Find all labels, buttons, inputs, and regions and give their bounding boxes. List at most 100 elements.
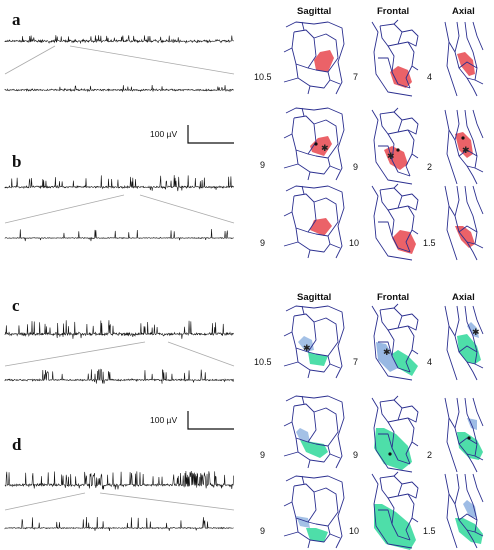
atlas-top-frontal-1 [371, 19, 419, 97]
atlas-top-frontal-2-outline-d [397, 129, 415, 177]
zoom-line-c-left [4, 341, 146, 367]
atlas-top-sagittal-2-outline-g [307, 171, 311, 181]
trace-b-full [4, 175, 234, 192]
atlas-top-frontal-2-outline-h [393, 107, 399, 113]
atlas-top-frontal-1-outline-a [371, 21, 413, 97]
atlas-top-frontal-1-outline-g [411, 65, 419, 71]
zoom-line-d-left [4, 492, 86, 511]
panel-label-d: d [12, 435, 22, 454]
atlas-top-sagittal-3-region-0 [310, 218, 332, 236]
atlas-bot-frontal-3 [371, 471, 419, 550]
atlas-bot-axial-3-outline-c [464, 473, 478, 533]
atlas-top-sagittal-1-outline-b [291, 29, 317, 69]
atlas-bot-sagittal-2-region-0 [300, 440, 328, 458]
atlas-bot-sagittal-3 [283, 475, 345, 549]
atlas-top-axial-1-outline-c [464, 21, 478, 81]
trace-a-zoom [4, 85, 234, 93]
slice-num-top-fro-2: 9 [353, 162, 358, 172]
atlas-bot-axial-3-region-0 [455, 518, 483, 544]
atlas-bot-axial-2-outline-e [458, 437, 478, 445]
atlas-top-sagittal-3-outline-i [301, 185, 305, 195]
slice-num-bot-sag-1: 10.5 [254, 357, 272, 367]
slice-num-top-axi-2: 2 [427, 162, 432, 172]
atlas-bot-frontal-1-marker-star: ✱ [383, 348, 391, 358]
panel-label-c: c [12, 296, 20, 315]
atlas-bot-frontal-2-outline-e [401, 405, 419, 423]
atlas-top-frontal-2-outline-g [411, 153, 419, 159]
atlas-bot-axial-3 [444, 473, 484, 549]
atlas-top-sagittal-1-outline-d [295, 63, 331, 89]
atlas-top-frontal-3-outline-g [411, 229, 419, 235]
atlas-top-axial-2-marker-dot [461, 136, 465, 140]
atlas-bot-axial-3-outline-d [472, 473, 484, 503]
atlas-top-frontal-3-outline-f [378, 221, 393, 237]
atlas-top-sagittal-3-outline-g [307, 249, 311, 259]
trace-d-zoom [4, 517, 234, 532]
atlas-top-sagittal-1-outline-c [307, 33, 339, 73]
atlas-bot-frontal-1-outline-d [397, 325, 415, 373]
slice-num-top-fro-3: 10 [349, 238, 359, 248]
atlas-bot-frontal-2-outline-g [411, 441, 419, 447]
atlas-bot-sagittal-1-outline-d [295, 347, 331, 373]
atlas-bot-frontal-2-outline-d [397, 417, 415, 465]
atlas-top-axial-3-outline-e [458, 225, 478, 233]
slice-num-top-sag-1: 10.5 [254, 72, 272, 82]
atlas-top-frontal-3-outline-h [393, 183, 399, 189]
atlas-top-frontal-1-outline-f [378, 57, 393, 73]
atlas-bot-frontal-1-outline-h [393, 303, 399, 309]
atlas-top-frontal-3-outline-b [379, 187, 403, 211]
atlas-top-frontal-2-outline-a [371, 109, 413, 185]
atlas-bot-frontal-3-outline-a [371, 473, 413, 549]
atlas-top-sagittal-3-outline-h [329, 243, 341, 249]
atlas-bot-axial-1-outline-d [472, 305, 484, 335]
atlas-top-axial-2-outline-d [472, 109, 484, 139]
trace-d-full [4, 470, 234, 490]
atlas-top-sagittal-1-outline-f [283, 77, 299, 83]
atlas-bot-frontal-3-outline-g [411, 517, 419, 523]
panel-label-b: b [12, 152, 21, 171]
atlas-bot-sagittal-1-region-1 [298, 336, 314, 352]
atlas-bot-sagittal-3-outline-h [329, 533, 341, 539]
atlas-top-frontal-2-outline-b [379, 111, 403, 135]
atlas-bot-sagittal-3-outline-d [295, 517, 331, 543]
slice-num-bot-axi-2: 2 [427, 450, 432, 460]
atlas-slices: ✱ ✱ ✱ ✱ ✱ ✱ [283, 19, 484, 550]
atlas-bot-sagittal-2-outline-h [329, 453, 341, 459]
atlas-bot-axial-1-outline-e [458, 345, 478, 353]
atlas-top-sagittal-2-outline-e [283, 133, 293, 139]
atlas-top-axial-2-outline-a [444, 109, 458, 185]
zoom-line-a-right [69, 45, 235, 75]
atlas-bot-frontal-1-outline-e [401, 313, 419, 331]
atlas-top-sagittal-2-outline-i [301, 107, 305, 117]
atlas-bot-frontal-3-outline-d [397, 493, 415, 541]
atlas-top-sagittal-2-outline-f [283, 163, 299, 169]
slice-num-bot-axi-1: 4 [427, 357, 432, 367]
scale-bar-bottom-label: 100 µV [150, 415, 177, 425]
slice-num-top-sag-2: 9 [260, 160, 265, 170]
atlas-top-axial-3-outline-f [448, 205, 456, 217]
atlas-bot-frontal-1-outline-f [378, 341, 393, 357]
atlas-top-axial-1-outline-g [466, 77, 484, 85]
atlas-bot-axial-2-outline-g [466, 453, 484, 461]
slice-num-bot-sag-3: 9 [260, 526, 265, 536]
atlas-bot-axial-1-outline-a [444, 305, 458, 381]
atlas-top-axial-3-outline-g [466, 241, 484, 249]
atlas-top-sagittal-2-outline-d [295, 149, 331, 175]
atlas-bot-sagittal-2 [283, 395, 345, 469]
atlas-bot-sagittal-3-outline-g [307, 539, 311, 549]
atlas-top-sagittal-3 [283, 185, 345, 259]
atlas-top-sagittal-1-region-0 [314, 50, 334, 72]
atlas-bot-sagittal-3-outline-f [283, 531, 299, 537]
atlas-top-sagittal-2-marker-dot [314, 142, 318, 146]
zoom-line-c-right [167, 341, 235, 367]
atlas-bot-sagittal-2-outline-d [295, 437, 331, 463]
atlas-bot-frontal-1-region-0 [376, 342, 398, 372]
atlas-top-frontal-3-outline-d [397, 205, 415, 253]
trace-a-full [4, 35, 234, 45]
atlas-bot-sagittal-2-outline-e [283, 421, 293, 427]
atlas-top-axial-2-outline-g [466, 165, 484, 173]
atlas-bot-frontal-3-outline-e [401, 481, 419, 499]
atlas-top-axial-2-outline-c [464, 109, 478, 169]
atlas-top-sagittal-3-outline-d [295, 227, 331, 253]
atlas-bot-sagittal-1-outline-g [307, 369, 311, 379]
